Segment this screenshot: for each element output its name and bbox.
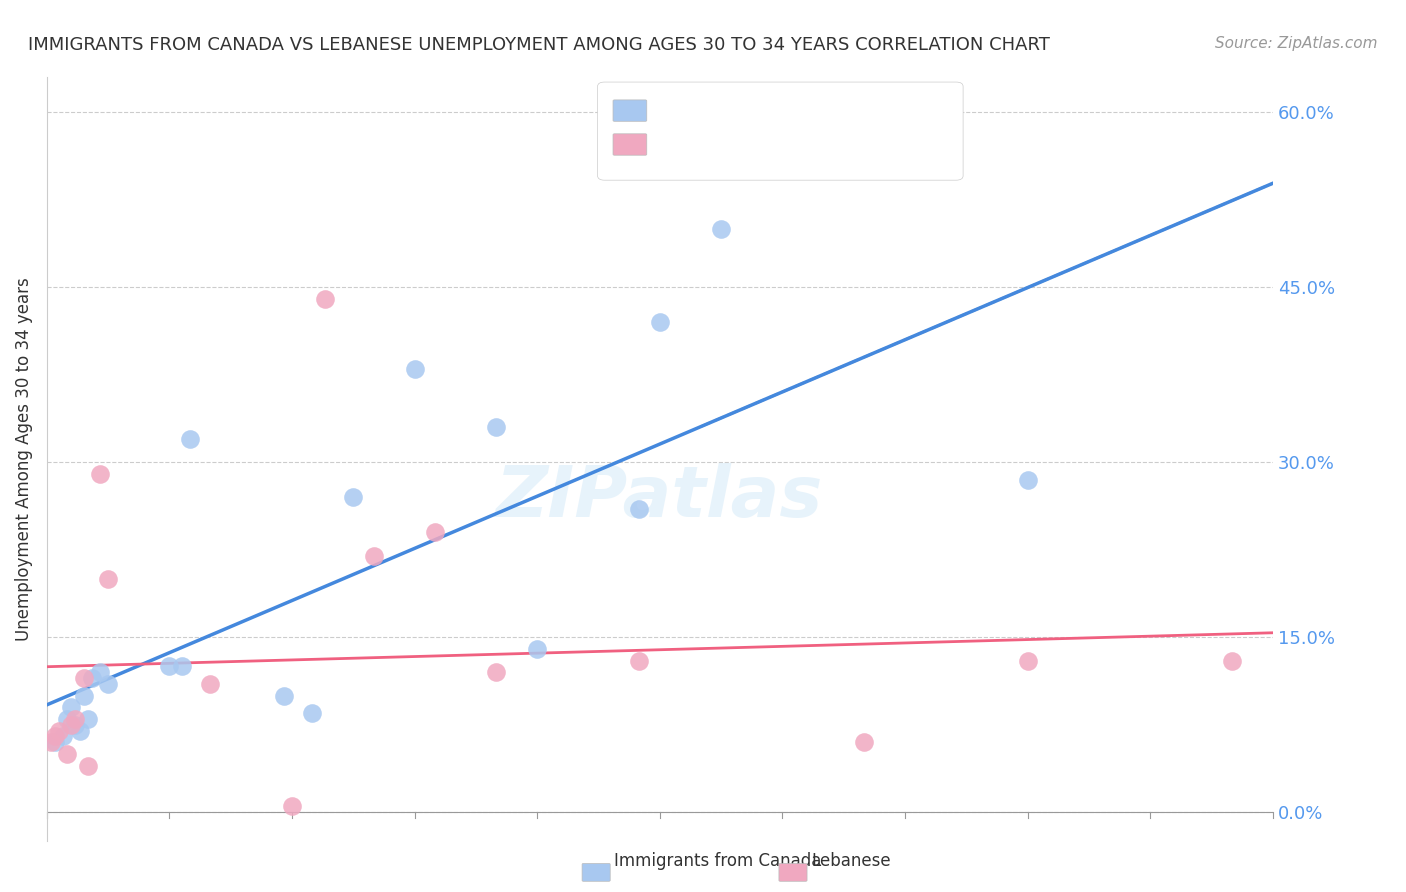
Point	[628, 502, 651, 516]
Y-axis label: Unemployment Among Ages 30 to 34 years: Unemployment Among Ages 30 to 34 years	[15, 277, 32, 641]
Point	[60, 717, 83, 731]
Point	[44, 735, 66, 749]
Point	[97, 677, 120, 691]
Point	[485, 420, 508, 434]
Point	[76, 758, 98, 772]
Point	[170, 659, 193, 673]
Text: R =: R =	[654, 110, 693, 128]
Point	[65, 712, 87, 726]
Text: Lebanese: Lebanese	[811, 852, 891, 870]
Text: 0.540: 0.540	[700, 110, 756, 128]
Point	[710, 222, 733, 236]
Text: IMMIGRANTS FROM CANADA VS LEBANESE UNEMPLOYMENT AMONG AGES 30 TO 34 YEARS CORREL: IMMIGRANTS FROM CANADA VS LEBANESE UNEMP…	[28, 36, 1050, 54]
Point	[56, 747, 79, 761]
Point	[1017, 654, 1039, 668]
Point	[853, 735, 876, 749]
Text: R =: R =	[654, 144, 693, 161]
Point	[39, 735, 62, 749]
Point	[89, 665, 111, 680]
Point	[69, 723, 91, 738]
Text: Immigrants from Canada: Immigrants from Canada	[614, 852, 821, 870]
Point	[526, 641, 548, 656]
Point	[80, 671, 103, 685]
Text: Source: ZipAtlas.com: Source: ZipAtlas.com	[1215, 36, 1378, 51]
Text: -0.051: -0.051	[700, 144, 765, 161]
Point	[48, 723, 70, 738]
Point	[44, 730, 66, 744]
Point	[628, 654, 651, 668]
Point	[1017, 473, 1039, 487]
Point	[648, 315, 671, 329]
Point	[273, 689, 295, 703]
Point	[73, 689, 96, 703]
Point	[301, 706, 323, 720]
Point	[97, 572, 120, 586]
Text: ZIPatlas: ZIPatlas	[496, 463, 824, 532]
Point	[342, 490, 364, 504]
Point	[314, 292, 336, 306]
Point	[56, 712, 79, 726]
Point	[423, 525, 446, 540]
Point	[65, 717, 87, 731]
Point	[52, 730, 75, 744]
Point	[281, 799, 304, 814]
Text: N =: N =	[759, 110, 811, 128]
Point	[60, 700, 83, 714]
Point	[89, 467, 111, 481]
Point	[159, 659, 181, 673]
Point	[485, 665, 508, 680]
Text: N =: N =	[759, 144, 811, 161]
Point	[76, 712, 98, 726]
Point	[363, 549, 385, 563]
Text: 20: 20	[820, 144, 845, 161]
Point	[73, 671, 96, 685]
Point	[404, 362, 426, 376]
Text: 24: 24	[820, 110, 845, 128]
Point	[200, 677, 222, 691]
Point	[1220, 654, 1243, 668]
Point	[179, 432, 201, 446]
